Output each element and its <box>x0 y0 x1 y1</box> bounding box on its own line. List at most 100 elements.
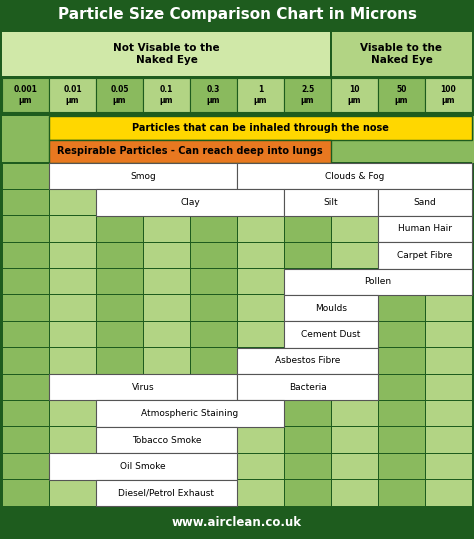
Text: Particles that can be inhaled through the nose: Particles that can be inhaled through th… <box>132 123 389 133</box>
Bar <box>1 163 2 506</box>
Bar <box>2 347 472 348</box>
Text: Diesel/Petrol Exhaust: Diesel/Petrol Exhaust <box>118 488 215 497</box>
Bar <box>2 162 472 163</box>
Bar <box>0 76 474 78</box>
Bar <box>96 400 284 427</box>
Bar <box>2 268 472 269</box>
Bar <box>190 163 191 506</box>
Bar <box>2 426 472 427</box>
Bar <box>49 163 96 506</box>
Text: Tobacco Smoke: Tobacco Smoke <box>132 436 201 445</box>
Bar <box>237 163 284 506</box>
Text: Silt: Silt <box>324 198 338 207</box>
Text: 1
μm: 1 μm <box>254 85 267 105</box>
Bar <box>2 78 49 112</box>
Bar <box>96 163 143 506</box>
Text: www.airclean.co.uk: www.airclean.co.uk <box>172 516 302 529</box>
Bar <box>2 189 472 190</box>
Bar <box>0 0 474 30</box>
Bar <box>96 480 237 506</box>
Bar <box>2 116 474 140</box>
Text: Moulds: Moulds <box>315 303 347 313</box>
Bar <box>378 216 472 242</box>
Bar <box>284 163 331 506</box>
Text: 100
μm: 100 μm <box>441 85 456 105</box>
Text: Clay: Clay <box>180 198 200 207</box>
Bar <box>330 163 331 506</box>
Bar <box>284 78 331 112</box>
Bar <box>2 215 472 216</box>
Text: Pollen: Pollen <box>365 277 392 286</box>
Text: Atmospheric Staining: Atmospheric Staining <box>141 409 238 418</box>
Bar <box>425 163 426 506</box>
Text: 0.1
μm: 0.1 μm <box>160 85 173 105</box>
Bar <box>49 163 237 189</box>
Bar <box>425 163 472 506</box>
Bar <box>0 30 474 32</box>
Bar <box>237 78 284 112</box>
Text: Sand: Sand <box>414 198 437 207</box>
Bar <box>190 78 237 112</box>
Bar <box>0 78 474 112</box>
Text: Oil Smoke: Oil Smoke <box>120 462 166 471</box>
Text: 0.05
μm: 0.05 μm <box>110 85 129 105</box>
Bar <box>0 507 474 539</box>
Text: Virus: Virus <box>132 383 155 392</box>
Text: 10
μm: 10 μm <box>348 85 361 105</box>
Text: 2.5
μm: 2.5 μm <box>301 85 314 105</box>
Text: Carpet Fibre: Carpet Fibre <box>397 251 453 260</box>
Bar <box>0 112 474 116</box>
Text: Smog: Smog <box>130 172 156 181</box>
Bar <box>2 400 472 401</box>
Text: Clouds & Fog: Clouds & Fog <box>325 172 384 181</box>
Bar <box>378 78 425 112</box>
Bar <box>2 294 472 295</box>
Bar <box>237 348 378 374</box>
Bar <box>472 163 473 506</box>
Bar <box>283 163 284 506</box>
Bar <box>331 30 472 78</box>
Bar <box>49 453 237 480</box>
Bar <box>49 140 331 163</box>
Text: Not Visable to the
Naked Eye: Not Visable to the Naked Eye <box>113 43 220 65</box>
Text: 50
μm: 50 μm <box>395 85 408 105</box>
Bar <box>143 163 190 506</box>
Bar <box>2 506 472 507</box>
Bar <box>96 427 237 453</box>
Text: Respirable Particles - Can reach deep into lungs: Respirable Particles - Can reach deep in… <box>57 147 323 156</box>
Bar <box>49 374 237 400</box>
Text: Asbestos Fibre: Asbestos Fibre <box>275 356 340 365</box>
Bar <box>96 189 284 216</box>
Bar <box>330 30 332 78</box>
Text: Cement Dust: Cement Dust <box>301 330 361 339</box>
Text: Human Hair: Human Hair <box>398 224 452 233</box>
Bar <box>284 268 472 295</box>
Bar <box>2 479 472 480</box>
Bar <box>284 321 378 348</box>
Text: 0.001
μm: 0.001 μm <box>14 85 37 105</box>
Bar <box>237 374 378 400</box>
Bar <box>331 78 378 112</box>
Bar <box>378 163 425 506</box>
Bar <box>2 163 49 506</box>
Text: Visable to the
Naked Eye: Visable to the Naked Eye <box>361 43 443 65</box>
Bar <box>49 116 472 140</box>
Bar <box>96 78 143 112</box>
Bar <box>331 163 378 506</box>
Bar <box>237 163 472 189</box>
Bar <box>48 163 49 506</box>
Bar <box>2 140 474 163</box>
Bar <box>378 242 472 268</box>
Bar <box>378 189 472 216</box>
Bar <box>377 163 379 506</box>
Text: Bacteria: Bacteria <box>289 383 327 392</box>
Bar <box>143 163 144 506</box>
Bar <box>2 453 472 454</box>
Bar <box>2 374 472 375</box>
Bar <box>2 30 331 78</box>
Bar <box>49 78 96 112</box>
Text: 0.3
μm: 0.3 μm <box>207 85 220 105</box>
Bar <box>2 321 472 322</box>
Bar <box>95 163 97 506</box>
Bar <box>190 163 237 506</box>
